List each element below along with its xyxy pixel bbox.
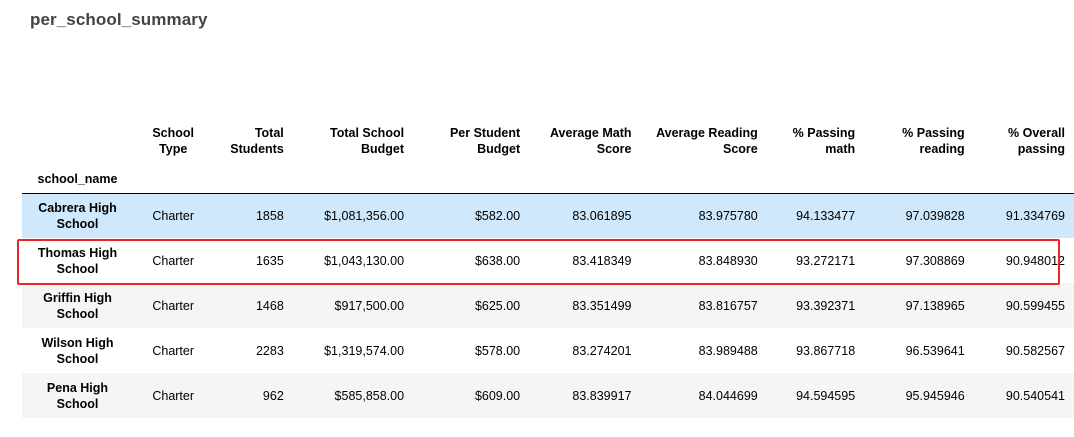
- column-header: Total School Budget: [329, 126, 405, 156]
- column-header: Average Reading Score: [656, 126, 758, 156]
- index-header-row: school_name: [22, 163, 1074, 194]
- cell-total-budget: $1,319,574.00: [324, 343, 405, 358]
- cell-avg-reading: 83.975780: [698, 208, 758, 223]
- cell-overall-passing: 90.948012: [1005, 253, 1065, 268]
- summary-table: School Type Total Students Total School …: [22, 123, 1074, 418]
- cell-pass-reading: 97.138965: [905, 298, 965, 313]
- cell-total-students: 1468: [255, 298, 284, 313]
- cell-school-type: Charter: [152, 343, 195, 358]
- cell-avg-math: 83.274201: [572, 343, 632, 358]
- cell-overall-passing: 91.334769: [1005, 208, 1065, 223]
- table-row: Griffin High School Charter 1468 $917,50…: [22, 283, 1074, 328]
- cell-avg-reading: 84.044699: [698, 388, 758, 403]
- cell-avg-math: 83.839917: [572, 388, 632, 403]
- cell-avg-reading: 83.848930: [698, 253, 758, 268]
- cell-pass-reading: 97.039828: [905, 208, 965, 223]
- cell-per-student-budget: $638.00: [474, 253, 521, 268]
- cell-per-student-budget: $582.00: [474, 208, 521, 223]
- cell-total-budget: $917,500.00: [334, 298, 405, 313]
- index-name-header: school_name: [22, 163, 133, 194]
- cell-pass-reading: 95.945946: [905, 388, 965, 403]
- row-index-school-name: Wilson High School: [41, 335, 114, 366]
- index-header-empty: [413, 163, 530, 194]
- cell-avg-reading: 83.989488: [698, 343, 758, 358]
- cell-school-type: Charter: [152, 208, 195, 223]
- cell-pass-reading: 97.308869: [905, 253, 965, 268]
- column-header: % Passing reading: [902, 126, 965, 156]
- cell-pass-reading: 96.539641: [905, 343, 965, 358]
- index-header-empty: [529, 163, 641, 194]
- cell-pass-math: 94.133477: [796, 208, 856, 223]
- cell-avg-math: 83.418349: [572, 253, 632, 268]
- cell-avg-math: 83.061895: [572, 208, 632, 223]
- column-header: % Overall passing: [1008, 126, 1065, 156]
- column-header: Per Student Budget: [449, 126, 521, 156]
- index-header-empty: [640, 163, 767, 194]
- cell-total-budget: $585,858.00: [334, 388, 405, 403]
- cell-per-student-budget: $578.00: [474, 343, 521, 358]
- index-header-empty: [213, 163, 293, 194]
- cell-pass-math: 93.867718: [796, 343, 856, 358]
- cell-overall-passing: 90.540541: [1005, 388, 1065, 403]
- column-header: Average Math Score: [549, 126, 632, 156]
- index-header-empty: [864, 163, 974, 194]
- cell-total-students: 2283: [255, 343, 284, 358]
- column-header: Total Students: [230, 126, 284, 156]
- table-row: Pena High School Charter 962 $585,858.00…: [22, 373, 1074, 418]
- column-header: School Type: [152, 126, 195, 156]
- table-row: Cabrera High School Charter 1858 $1,081,…: [22, 193, 1074, 238]
- cell-per-student-budget: $609.00: [474, 388, 521, 403]
- column-header-row: School Type Total Students Total School …: [22, 123, 1074, 163]
- cell-total-budget: $1,081,356.00: [324, 208, 405, 223]
- index-header-blank: [22, 123, 133, 163]
- row-index-school-name: Cabrera High School: [38, 200, 117, 231]
- cell-overall-passing: 90.599455: [1005, 298, 1065, 313]
- cell-school-type: Charter: [152, 253, 195, 268]
- table-row: Wilson High School Charter 2283 $1,319,5…: [22, 328, 1074, 373]
- cell-pass-math: 93.392371: [796, 298, 856, 313]
- cell-overall-passing: 90.582567: [1005, 343, 1065, 358]
- column-header: % Passing math: [792, 126, 856, 156]
- row-index-school-name: Thomas High School: [37, 245, 118, 276]
- index-header-empty: [292, 163, 414, 194]
- row-index-school-name: Pena High School: [46, 380, 109, 411]
- cell-total-students: 1858: [255, 208, 284, 223]
- cell-avg-reading: 83.816757: [698, 298, 758, 313]
- cell-school-type: Charter: [152, 298, 195, 313]
- index-header-empty: [766, 163, 865, 194]
- cell-school-type: Charter: [152, 388, 195, 403]
- cell-total-budget: $1,043,130.00: [324, 253, 405, 268]
- cell-total-students: 1635: [255, 253, 284, 268]
- cell-total-students: 962: [262, 388, 284, 403]
- page-title: per_school_summary: [30, 10, 208, 29]
- cell-pass-math: 93.272171: [796, 253, 856, 268]
- index-header-empty: [132, 163, 214, 194]
- table-row: Thomas High School Charter 1635 $1,043,1…: [22, 238, 1074, 283]
- cell-per-student-budget: $625.00: [474, 298, 521, 313]
- cell-pass-math: 94.594595: [796, 388, 856, 403]
- index-header-empty: [973, 163, 1074, 194]
- cell-avg-math: 83.351499: [572, 298, 632, 313]
- row-index-school-name: Griffin High School: [43, 290, 112, 321]
